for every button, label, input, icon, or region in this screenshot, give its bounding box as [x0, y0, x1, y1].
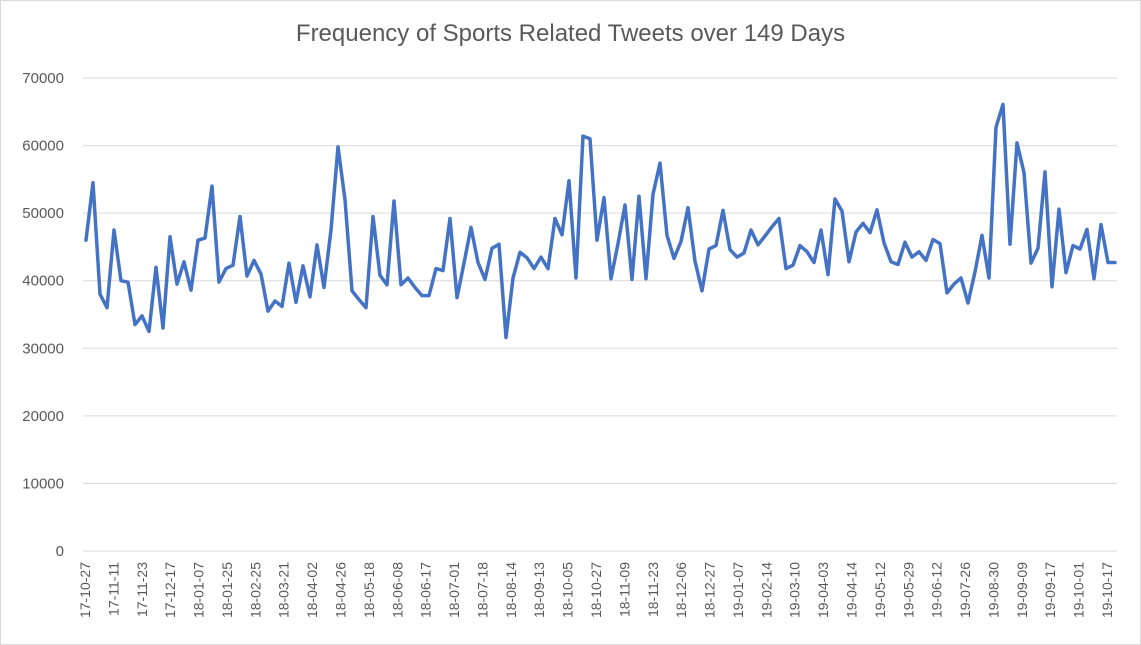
x-tick-label: 18-12-27 — [702, 562, 718, 618]
x-tick-label: 18-06-17 — [418, 562, 434, 618]
x-tick-label: 18-01-07 — [191, 562, 207, 618]
x-tick-label: 18-08-14 — [503, 562, 519, 618]
x-tick-label: 18-12-06 — [673, 562, 689, 618]
x-tick-label: 18-04-02 — [304, 562, 320, 618]
x-tick-label: 18-11-09 — [616, 562, 632, 617]
x-tick-label: 19-01-07 — [730, 562, 746, 618]
y-tick-label: 40000 — [22, 273, 64, 290]
x-tick-label: 18-10-05 — [560, 562, 576, 618]
y-tick-label: 10000 — [22, 475, 64, 492]
x-tick-label: 17-11-23 — [134, 562, 150, 617]
x-tick-label: 19-09-09 — [1014, 562, 1030, 618]
x-tick-label: 19-04-03 — [815, 562, 831, 618]
x-tick-label: 19-04-14 — [844, 562, 860, 618]
x-tick-label: 18-06-08 — [389, 562, 405, 618]
x-tick-label: 18-11-23 — [645, 562, 661, 617]
x-tick-label: 18-01-25 — [219, 562, 235, 618]
x-tick-label: 19-03-10 — [787, 562, 803, 618]
x-tick-label: 19-05-29 — [900, 562, 916, 618]
x-tick-label: 18-09-13 — [531, 562, 547, 618]
x-tick-label: 19-06-12 — [929, 562, 945, 618]
x-tick-label: 19-05-12 — [872, 562, 888, 618]
y-tick-label: 70000 — [22, 70, 64, 87]
x-tick-label: 17-11-11 — [105, 562, 121, 616]
x-tick-label: 18-07-18 — [474, 562, 490, 618]
x-tick-label: 18-10-27 — [588, 562, 604, 618]
x-tick-label: 18-02-25 — [247, 562, 263, 618]
x-tick-label: 18-05-18 — [361, 562, 377, 618]
y-tick-label: 20000 — [22, 408, 64, 425]
x-tick-label: 17-10-27 — [77, 562, 93, 618]
x-tick-label: 19-09-17 — [1042, 562, 1058, 618]
x-tick-label: 19-10-17 — [1099, 562, 1115, 618]
y-tick-label: 60000 — [22, 138, 64, 155]
x-tick-label: 17-12-17 — [162, 562, 178, 618]
chart-title: Frequency of Sports Related Tweets over … — [295, 20, 846, 47]
y-tick-label: 30000 — [22, 340, 64, 357]
x-tick-label: 19-10-01 — [1071, 562, 1087, 618]
x-tick-label: 18-03-21 — [276, 562, 292, 618]
y-tick-label: 50000 — [22, 205, 64, 222]
x-tick-label: 18-07-01 — [446, 562, 462, 618]
x-tick-label: 18-04-26 — [333, 562, 349, 618]
x-tick-label: 19-08-30 — [985, 562, 1001, 618]
y-tick-label: 0 — [56, 543, 64, 560]
x-tick-label: 19-02-14 — [758, 562, 774, 618]
series-line — [84, 102, 1117, 340]
x-tick-label: 19-07-26 — [957, 562, 973, 618]
